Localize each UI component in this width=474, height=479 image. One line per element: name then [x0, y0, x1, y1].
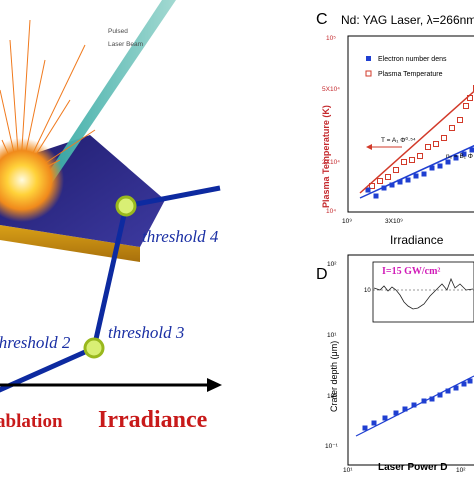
pulsed-label: Pulsed: [108, 28, 128, 35]
irradiance-axis-arrowhead: [207, 378, 222, 392]
panel-d-point-1: [363, 426, 368, 431]
inset-ytick: 10: [364, 288, 371, 294]
panel-d-point-7: [422, 399, 427, 404]
panel-d-point-3: [383, 416, 388, 421]
legend-t-label: Plasma Temperature: [378, 71, 443, 78]
panel-d-point-9: [438, 393, 443, 398]
panel-c-t-point-9: [434, 142, 439, 147]
panel-c-ne-point-6: [406, 178, 411, 183]
panel-c-t-point-8: [426, 145, 431, 150]
panel-d-point-4: [394, 411, 399, 416]
panel-d: D Crater depth (μm) 10² 10¹ 10⁰ 10⁻¹ 10¹…: [316, 255, 474, 474]
panel-d-point-11: [454, 386, 459, 391]
threshold-4-label: threshold 4: [142, 227, 219, 246]
laser-illustration: Pulsed Laser Beam: [0, 0, 176, 262]
annotation-ne: nₑ = B₁ Φ: [446, 153, 473, 160]
panel-c-ytick-1: 10⁵: [326, 35, 336, 42]
panel-c-ne-fit-line: [360, 143, 474, 198]
threshold-3-label: threshold 3: [108, 323, 184, 342]
threshold-2-label: threshold 2: [0, 333, 71, 352]
panel-d-ytick-4: 10⁻¹: [325, 443, 339, 450]
panel-c-xtick-1: 10⁹: [342, 218, 352, 225]
panel-c-t-point-4: [394, 168, 399, 173]
panel-d-point-5: [403, 407, 408, 412]
legend-ne-label: Electron number dens: [378, 56, 447, 63]
panel-c-ne-point-10: [438, 164, 443, 169]
annotation-t: T = A₁ Φ⁰·⁵⁴: [381, 136, 416, 144]
panel-c-t-point-2: [378, 179, 383, 184]
panel-c-title: Nd: YAG Laser, λ=266nm: [341, 13, 474, 27]
ablation-label: ablation: [0, 411, 63, 432]
panel-c-t-point-7: [418, 154, 423, 159]
threshold-4-marker: [117, 197, 135, 215]
panel-d-point-13: [468, 379, 473, 384]
legend-ne-marker: [366, 56, 371, 61]
panel-c-ne-point-11: [446, 160, 451, 165]
legend-t-marker: [366, 71, 371, 76]
panel-d-xtick-1: 10¹: [343, 467, 353, 474]
panel-c-ylabel: Plasma Temperature (K): [321, 105, 331, 208]
panel-d-ytick-3: 10⁰: [327, 392, 337, 400]
panel-c-t-point-5: [402, 160, 407, 165]
panel-d-letter: D: [316, 266, 328, 283]
panel-c-t-point-13: [464, 104, 469, 109]
panel-d-point-10: [446, 389, 451, 394]
panel-c-letter: C: [316, 11, 328, 28]
panel-d-point-12: [462, 382, 467, 387]
panel-d-point-6: [412, 403, 417, 408]
irradiance-label: Irradiance: [98, 407, 208, 433]
panel-c-t-point-11: [450, 126, 455, 131]
panel-d-xlabel: Laser Power D: [378, 462, 447, 473]
laser-beam-label: Laser Beam: [108, 41, 143, 48]
panel-c-t-point-10: [442, 136, 447, 141]
panel-c-t-point-6: [410, 158, 415, 163]
threshold-3-marker: [85, 339, 103, 357]
panel-c-t-point-3: [386, 175, 391, 180]
panel-c-ytick-4: 10⁴: [326, 208, 336, 215]
panel-c-ne-point-7: [414, 174, 419, 179]
panel-c-xlabel: Irradiance: [390, 233, 444, 247]
panel-c-ytick-3: 2X10⁴: [322, 159, 340, 166]
panel-d-point-8: [430, 397, 435, 402]
panel-c-t-point-12: [458, 118, 463, 123]
annotation-t-arrowhead: [366, 144, 372, 150]
panel-c-xtick-2: 3X10⁹: [385, 218, 403, 225]
panel-c-ne-point-2: [374, 194, 379, 199]
panel-c-ne-point-8: [422, 172, 427, 177]
panel-c-ytick-2: 5X10⁴: [322, 86, 340, 93]
panel-d-ylabel: Crater depth (μm): [329, 341, 339, 412]
inset-label: I=15 GW/cm²: [382, 266, 440, 277]
panel-d-xtick-2: 10²: [456, 467, 466, 474]
panel-c: C Nd: YAG Laser, λ=266nm Plasma Temperat…: [316, 11, 474, 247]
panel-d-ytick-2: 10¹: [327, 332, 337, 339]
panel-d-ytick-1: 10²: [327, 261, 337, 268]
panel-d-point-2: [372, 421, 377, 426]
